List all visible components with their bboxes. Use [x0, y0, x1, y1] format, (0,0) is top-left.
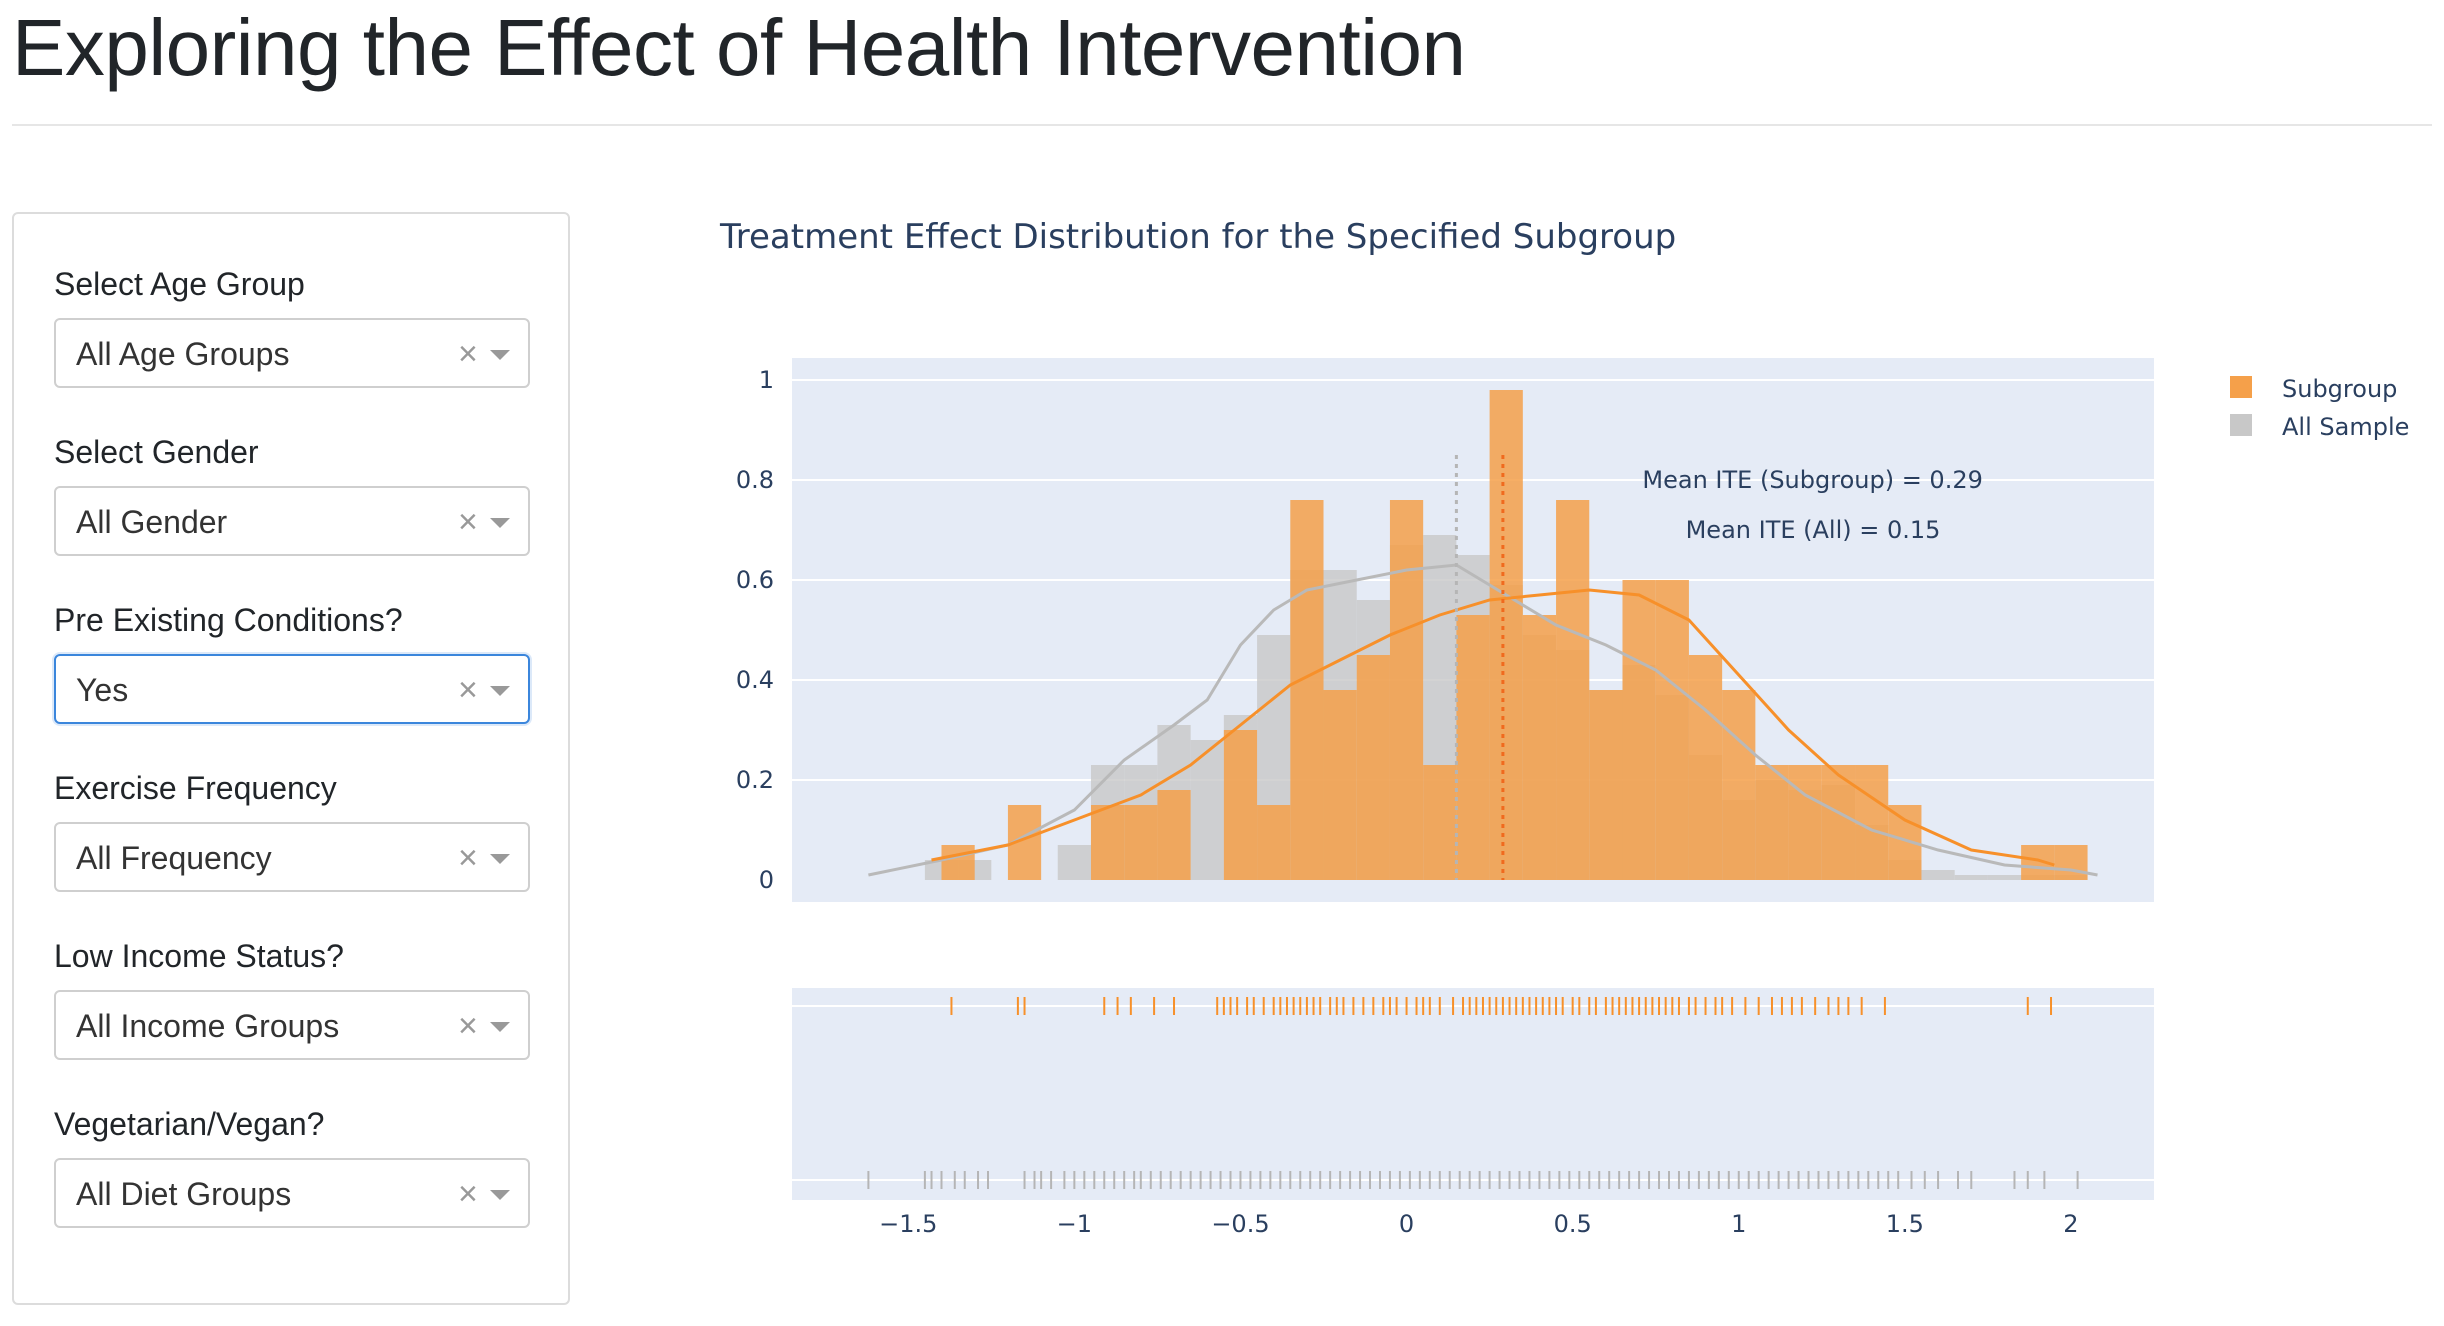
- x-tick-label: 0: [1399, 1210, 1414, 1238]
- x-tick-label: −1: [1057, 1210, 1092, 1238]
- x-tick-label: −0.5: [1211, 1210, 1269, 1238]
- rug-plot-background: [792, 988, 2154, 1200]
- filter-label: Low Income Status?: [54, 938, 344, 974]
- x-tick-label: 2: [2063, 1210, 2078, 1238]
- all-sample-histogram-bar[interactable]: [1954, 875, 1988, 880]
- subgroup-histogram-bar[interactable]: [1257, 805, 1291, 880]
- filter-label: Vegetarian/Vegan?: [54, 1106, 325, 1142]
- subgroup-histogram-bar[interactable]: [1489, 390, 1523, 880]
- subgroup-histogram-bar[interactable]: [1290, 500, 1324, 880]
- all-sample-histogram-bar[interactable]: [1057, 845, 1091, 880]
- filter-gender: Select Gender All Gender ×: [54, 432, 534, 556]
- all-sample-histogram-bar[interactable]: [1190, 740, 1224, 880]
- filter-panel: Select Age Group All Age Groups × Select…: [12, 212, 570, 1305]
- y-tick-label: 0.6: [736, 566, 774, 594]
- chevron-down-icon[interactable]: [490, 518, 510, 528]
- subgroup-histogram-bar[interactable]: [1456, 615, 1490, 880]
- all-sample-histogram-bar[interactable]: [1921, 870, 1955, 880]
- chevron-down-icon[interactable]: [490, 1190, 510, 1200]
- x-tick-label: 1.5: [1886, 1210, 1924, 1238]
- subgroup-histogram-bar[interactable]: [1788, 765, 1822, 880]
- legend-label-subgroup: Subgroup: [2282, 375, 2397, 403]
- legend-swatch-subgroup[interactable]: [2230, 376, 2252, 398]
- select-value: All Income Groups: [76, 1008, 340, 1044]
- close-icon[interactable]: ×: [458, 1175, 478, 1213]
- close-icon[interactable]: ×: [458, 671, 478, 709]
- y-tick-label: 0: [759, 866, 774, 894]
- filter-label: Select Gender: [54, 434, 259, 470]
- x-tick-label: 0.5: [1554, 1210, 1592, 1238]
- subgroup-histogram-bar[interactable]: [1655, 580, 1689, 880]
- filter-label: Pre Existing Conditions?: [54, 602, 403, 638]
- age-group-select[interactable]: All Age Groups ×: [54, 318, 530, 388]
- chart-area: Treatment Effect Distribution for the Sp…: [700, 200, 2444, 1250]
- subgroup-histogram-bar[interactable]: [1622, 580, 1656, 880]
- select-value: Yes: [76, 672, 129, 708]
- filter-income: Low Income Status? All Income Groups ×: [54, 936, 534, 1060]
- filter-age-group: Select Age Group All Age Groups ×: [54, 264, 534, 388]
- diet-group-select[interactable]: All Diet Groups ×: [54, 1158, 530, 1228]
- gender-select[interactable]: All Gender ×: [54, 486, 530, 556]
- chevron-down-icon[interactable]: [490, 854, 510, 864]
- select-value: All Frequency: [76, 840, 272, 876]
- subgroup-histogram-bar[interactable]: [2054, 845, 2088, 880]
- subgroup-histogram-bar[interactable]: [1755, 765, 1789, 880]
- subgroup-histogram-bar[interactable]: [941, 845, 975, 880]
- subgroup-histogram-bar[interactable]: [1556, 500, 1590, 880]
- legend-label-all-sample: All Sample: [2282, 413, 2409, 441]
- exercise-frequency-select[interactable]: All Frequency ×: [54, 822, 530, 892]
- preexisting-conditions-select[interactable]: Yes ×: [54, 654, 530, 724]
- mean-ite-subgroup-annotation: Mean ITE (Subgroup) = 0.29: [1642, 466, 1982, 494]
- select-value: All Diet Groups: [76, 1176, 292, 1212]
- subgroup-histogram-bar[interactable]: [1389, 500, 1424, 880]
- close-icon[interactable]: ×: [458, 503, 478, 541]
- y-tick-label: 0.2: [736, 766, 774, 794]
- x-tick-label: −1.5: [879, 1210, 937, 1238]
- chart-title: Treatment Effect Distribution for the Sp…: [719, 217, 1676, 257]
- filter-label: Exercise Frequency: [54, 770, 337, 806]
- x-tick-label: 1: [1731, 1210, 1746, 1238]
- close-icon[interactable]: ×: [458, 839, 478, 877]
- select-value: All Age Groups: [76, 336, 290, 372]
- distribution-chart[interactable]: Treatment Effect Distribution for the Sp…: [700, 200, 2444, 1250]
- y-tick-label: 0.4: [736, 666, 774, 694]
- subgroup-histogram-bar[interactable]: [1124, 805, 1158, 880]
- y-tick-label: 1: [759, 366, 774, 394]
- subgroup-histogram-bar[interactable]: [1589, 690, 1623, 880]
- chevron-down-icon[interactable]: [490, 686, 510, 696]
- subgroup-histogram-bar[interactable]: [1323, 690, 1357, 880]
- subgroup-histogram-bar[interactable]: [1157, 790, 1191, 880]
- filter-label: Select Age Group: [54, 266, 305, 302]
- subgroup-histogram-bar[interactable]: [1356, 655, 1390, 880]
- subgroup-histogram-bar[interactable]: [1522, 615, 1557, 880]
- close-icon[interactable]: ×: [458, 335, 478, 373]
- y-tick-label: 0.8: [736, 466, 774, 494]
- filter-preexisting: Pre Existing Conditions? Yes ×: [54, 600, 534, 724]
- legend-swatch-all-sample[interactable]: [2230, 414, 2252, 436]
- filter-exercise: Exercise Frequency All Frequency ×: [54, 768, 534, 892]
- chevron-down-icon[interactable]: [490, 1022, 510, 1032]
- subgroup-histogram-bar[interactable]: [1090, 805, 1125, 880]
- chevron-down-icon[interactable]: [490, 350, 510, 360]
- income-status-select[interactable]: All Income Groups ×: [54, 990, 530, 1060]
- filter-diet: Vegetarian/Vegan? All Diet Groups ×: [54, 1104, 534, 1228]
- subgroup-histogram-bar[interactable]: [1722, 690, 1756, 880]
- subgroup-histogram-bar[interactable]: [1688, 655, 1723, 880]
- all-sample-histogram-bar[interactable]: [1987, 875, 2022, 880]
- select-value: All Gender: [76, 504, 228, 540]
- page-title: Exploring the Effect of Health Intervent…: [12, 3, 1466, 92]
- mean-ite-all-annotation: Mean ITE (All) = 0.15: [1686, 516, 1941, 544]
- subgroup-histogram-bar[interactable]: [1223, 730, 1258, 880]
- close-icon[interactable]: ×: [458, 1007, 478, 1045]
- title-divider: [12, 124, 2432, 126]
- subgroup-density-curve[interactable]: [931, 588, 2055, 867]
- subgroup-histogram-bar[interactable]: [1423, 765, 1457, 880]
